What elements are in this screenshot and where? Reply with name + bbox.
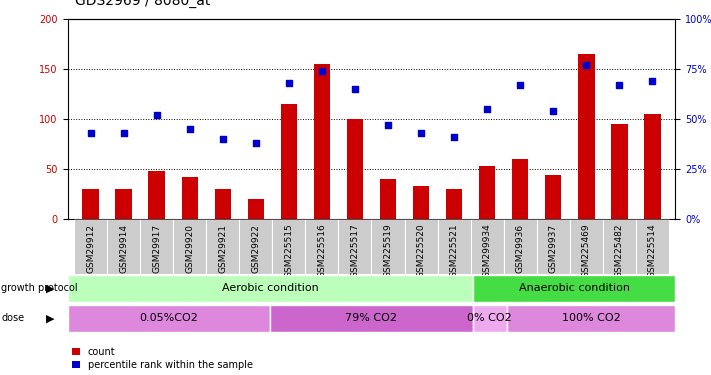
Bar: [537, 219, 570, 274]
Text: Anaerobic condition: Anaerobic condition: [518, 284, 630, 293]
Bar: [644, 114, 661, 219]
Bar: [347, 119, 363, 219]
Bar: [545, 175, 562, 219]
Bar: [215, 189, 231, 219]
Text: GSM29912: GSM29912: [86, 224, 95, 273]
Point: [581, 62, 592, 68]
Bar: [506, 305, 675, 332]
Point: [646, 78, 658, 84]
Bar: [512, 159, 528, 219]
Point: [85, 130, 97, 136]
Point: [250, 140, 262, 146]
Point: [515, 82, 526, 88]
Text: GSM299934: GSM299934: [483, 224, 491, 279]
Bar: [181, 177, 198, 219]
Text: GSM29936: GSM29936: [515, 224, 525, 273]
Bar: [173, 219, 206, 274]
Bar: [473, 275, 675, 302]
Bar: [611, 124, 628, 219]
Bar: [479, 166, 496, 219]
Text: GSM225517: GSM225517: [351, 224, 360, 279]
Bar: [270, 305, 473, 332]
Text: GSM225482: GSM225482: [615, 224, 624, 278]
Text: growth protocol: growth protocol: [1, 284, 78, 293]
Text: 100% CO2: 100% CO2: [562, 314, 621, 323]
Bar: [82, 189, 99, 219]
Bar: [306, 219, 338, 274]
Text: 0% CO2: 0% CO2: [467, 314, 512, 323]
Bar: [68, 305, 270, 332]
Point: [415, 130, 427, 136]
Bar: [446, 189, 462, 219]
Text: GSM29921: GSM29921: [218, 224, 228, 273]
Text: GSM29920: GSM29920: [186, 224, 194, 273]
Bar: [471, 219, 503, 274]
Point: [383, 122, 394, 128]
Text: GSM225520: GSM225520: [417, 224, 426, 278]
Bar: [247, 200, 264, 219]
Text: ▶: ▶: [46, 284, 54, 293]
Text: Aerobic condition: Aerobic condition: [222, 284, 319, 293]
Bar: [68, 275, 473, 302]
Bar: [570, 219, 603, 274]
Text: 79% CO2: 79% CO2: [346, 314, 397, 323]
Bar: [380, 179, 396, 219]
Text: GDS2969 / 8080_at: GDS2969 / 8080_at: [75, 0, 210, 8]
Text: GSM225514: GSM225514: [648, 224, 657, 278]
Bar: [578, 54, 594, 219]
Bar: [115, 189, 132, 219]
Point: [316, 68, 328, 74]
Bar: [107, 219, 140, 274]
Bar: [636, 219, 669, 274]
Bar: [314, 64, 330, 219]
Text: GSM225519: GSM225519: [383, 224, 392, 279]
Text: GSM29917: GSM29917: [152, 224, 161, 273]
Bar: [372, 219, 405, 274]
Text: GSM225516: GSM225516: [317, 224, 326, 279]
Point: [349, 86, 360, 92]
Bar: [503, 219, 537, 274]
Legend: count, percentile rank within the sample: count, percentile rank within the sample: [73, 347, 253, 370]
Text: GSM225515: GSM225515: [284, 224, 294, 279]
Text: GSM29922: GSM29922: [252, 224, 260, 273]
Point: [118, 130, 129, 136]
Text: GSM29914: GSM29914: [119, 224, 128, 273]
Text: 0.05%CO2: 0.05%CO2: [139, 314, 198, 323]
Point: [283, 80, 294, 86]
Point: [217, 136, 228, 142]
Bar: [437, 219, 471, 274]
Point: [614, 82, 625, 88]
Point: [547, 108, 559, 114]
Bar: [140, 219, 173, 274]
Point: [151, 112, 162, 118]
Bar: [603, 219, 636, 274]
Text: GSM29937: GSM29937: [549, 224, 557, 273]
Bar: [206, 219, 240, 274]
Text: ▶: ▶: [46, 314, 54, 323]
Bar: [281, 104, 297, 219]
Bar: [405, 219, 437, 274]
Text: dose: dose: [1, 314, 25, 323]
Point: [184, 126, 196, 132]
Text: GSM225521: GSM225521: [449, 224, 459, 278]
Bar: [74, 219, 107, 274]
Text: GSM225469: GSM225469: [582, 224, 591, 278]
Bar: [413, 186, 429, 219]
Bar: [272, 219, 306, 274]
Bar: [240, 219, 272, 274]
Bar: [149, 171, 165, 219]
Point: [481, 106, 493, 112]
Point: [449, 134, 460, 140]
Bar: [338, 219, 372, 274]
Bar: [473, 305, 506, 332]
